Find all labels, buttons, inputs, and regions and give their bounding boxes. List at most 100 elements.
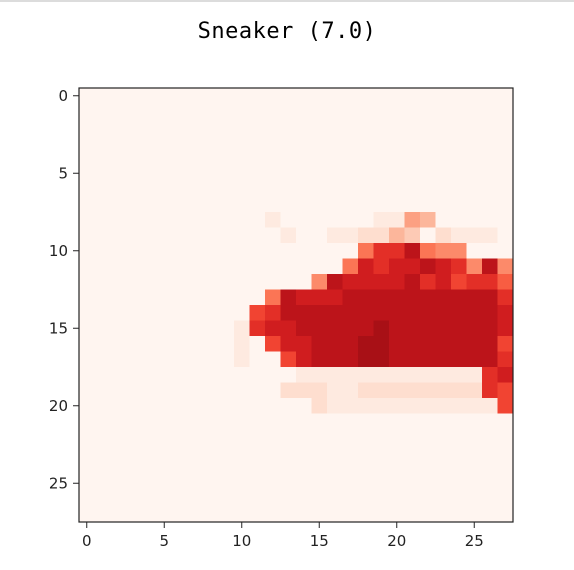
heatmap-cell (94, 150, 111, 166)
heatmap-cell (497, 506, 514, 523)
heatmap-cell (342, 320, 359, 337)
heatmap-cell (404, 460, 421, 476)
heatmap-cell (435, 336, 452, 352)
heatmap-cell (373, 491, 390, 507)
heatmap-cell (234, 506, 250, 523)
heatmap-cell (156, 134, 173, 151)
heatmap-cell (172, 475, 188, 492)
heatmap-cell (296, 413, 312, 430)
heatmap-cell (125, 336, 142, 352)
heatmap-cell (420, 227, 436, 244)
heatmap-cell (373, 289, 390, 306)
heatmap-cell (296, 227, 312, 244)
heatmap-cell (249, 429, 266, 445)
heatmap-cell (110, 119, 126, 135)
heatmap-cell (311, 413, 328, 430)
heatmap-cell (451, 258, 467, 275)
heatmap-cell (482, 227, 498, 244)
heatmap-cell (296, 351, 312, 368)
heatmap-cell (125, 150, 142, 166)
heatmap-cell (451, 351, 467, 368)
heatmap-cell (404, 491, 421, 507)
heatmap-cell (265, 320, 281, 337)
heatmap-cell (156, 181, 173, 197)
y-tick-label: 20 (49, 397, 68, 415)
heatmap-cell (373, 165, 390, 182)
heatmap-cell (94, 475, 111, 492)
heatmap-cell (358, 367, 374, 383)
heatmap-cell (373, 196, 390, 213)
heatmap-cell (203, 274, 219, 290)
heatmap-cell (435, 181, 452, 197)
heatmap-cell (482, 336, 498, 352)
heatmap-cell (110, 258, 126, 275)
heatmap-cell (342, 165, 359, 182)
heatmap-cell (358, 150, 374, 166)
x-tick-label: 0 (82, 532, 92, 550)
heatmap-cell (265, 165, 281, 182)
heatmap-cell (327, 196, 343, 213)
heatmap-cell (172, 274, 188, 290)
heatmap-cell (172, 444, 188, 461)
heatmap-cell (296, 165, 312, 182)
heatmap-cell (79, 212, 95, 228)
heatmap-cell (79, 88, 95, 104)
heatmap-cell (110, 367, 126, 383)
heatmap-cell (125, 351, 142, 368)
heatmap-cell (296, 119, 312, 135)
heatmap-cell (389, 475, 405, 492)
heatmap-cell (466, 181, 483, 197)
heatmap-cell (203, 119, 219, 135)
heatmap-cell (358, 134, 374, 151)
heatmap-cell (110, 305, 126, 321)
heatmap-cell (94, 382, 111, 399)
heatmap-cell (466, 305, 483, 321)
heatmap-cell (203, 429, 219, 445)
heatmap-cell (342, 274, 359, 290)
heatmap-cell (79, 134, 95, 151)
heatmap-cell (482, 460, 498, 476)
heatmap-cell (187, 134, 204, 151)
heatmap-cell (497, 367, 514, 383)
heatmap-cell (358, 212, 374, 228)
heatmap-cell (482, 181, 498, 197)
heatmap-cell (249, 165, 266, 182)
heatmap-cell (311, 181, 328, 197)
heatmap-cell (327, 150, 343, 166)
heatmap-cell (187, 491, 204, 507)
heatmap-cell (94, 429, 111, 445)
heatmap-cell (342, 258, 359, 275)
heatmap-cell (203, 444, 219, 461)
heatmap-cell (234, 413, 250, 430)
heatmap-cell (358, 382, 374, 399)
heatmap-cell (451, 367, 467, 383)
heatmap-cell (435, 413, 452, 430)
heatmap-cell (404, 506, 421, 523)
heatmap-cell (141, 444, 157, 461)
heatmap-cell (218, 274, 235, 290)
heatmap-cell (110, 506, 126, 523)
heatmap-cell (234, 320, 250, 337)
heatmap-cell (404, 103, 421, 120)
heatmap-cell (311, 165, 328, 182)
heatmap-cell (389, 212, 405, 228)
heatmap-cell (218, 88, 235, 104)
heatmap-cell (280, 382, 297, 399)
heatmap-cell (435, 243, 452, 259)
heatmap-cell (451, 336, 467, 352)
heatmap-cell (451, 289, 467, 306)
heatmap-cell (141, 351, 157, 368)
heatmap-cell (389, 103, 405, 120)
heatmap-cell (94, 274, 111, 290)
heatmap-cell (404, 444, 421, 461)
heatmap-cell (249, 506, 266, 523)
heatmap-cell (249, 475, 266, 492)
heatmap-cell (404, 351, 421, 368)
heatmap-cell (218, 165, 235, 182)
heatmap-cell (110, 274, 126, 290)
heatmap-cell (497, 119, 514, 135)
heatmap-cell (466, 382, 483, 399)
heatmap-cell (218, 181, 235, 197)
heatmap-cell (94, 165, 111, 182)
heatmap-cell (389, 274, 405, 290)
